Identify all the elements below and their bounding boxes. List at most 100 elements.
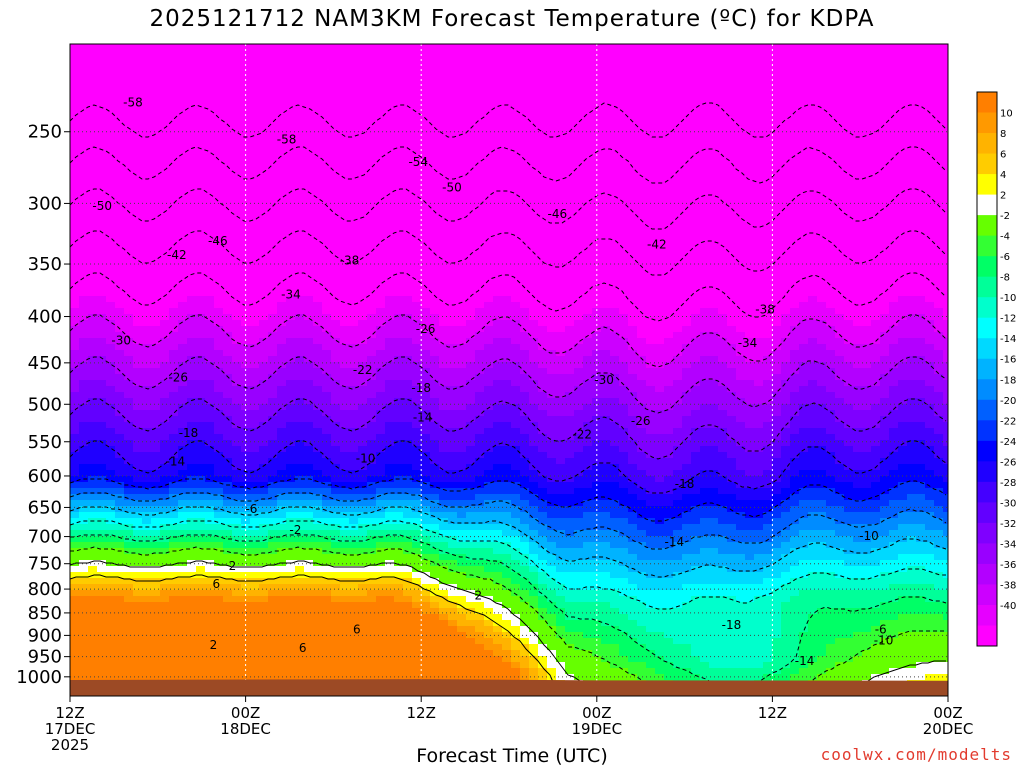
field-cell	[457, 662, 467, 669]
field-cell	[268, 194, 278, 201]
field-cell	[277, 260, 287, 267]
field-cell	[205, 44, 215, 51]
field-cell	[349, 350, 359, 357]
field-cell	[214, 380, 224, 387]
field-cell	[214, 290, 224, 297]
field-cell	[169, 74, 179, 81]
field-cell	[403, 104, 413, 111]
field-cell	[322, 626, 332, 633]
field-cell	[466, 590, 476, 597]
field-cell	[232, 158, 242, 165]
field-cell	[169, 392, 179, 399]
field-cell	[88, 188, 98, 195]
field-cell	[394, 626, 404, 633]
field-cell	[205, 602, 215, 609]
field-cell	[250, 326, 260, 333]
field-cell	[367, 104, 377, 111]
field-cell	[331, 362, 341, 369]
field-cell	[160, 296, 170, 303]
field-cell	[232, 578, 242, 585]
field-cell	[277, 656, 287, 663]
field-cell	[322, 458, 332, 465]
field-cell	[376, 566, 386, 573]
field-cell	[268, 440, 278, 447]
field-cell	[403, 596, 413, 603]
field-cell	[232, 164, 242, 171]
field-cell	[124, 566, 134, 573]
field-cell	[466, 212, 476, 219]
field-cell	[223, 296, 233, 303]
field-cell	[421, 182, 431, 189]
field-cell	[457, 44, 467, 51]
field-cell	[196, 86, 206, 93]
field-cell	[88, 584, 98, 591]
field-cell	[115, 98, 125, 105]
field-cell	[457, 284, 467, 291]
field-cell	[124, 614, 134, 621]
field-cell	[412, 380, 422, 387]
field-cell	[385, 380, 395, 387]
field-cell	[142, 44, 152, 51]
field-cell	[250, 44, 260, 51]
field-cell	[223, 410, 233, 417]
field-cell	[250, 392, 260, 399]
field-cell	[232, 614, 242, 621]
field-cell	[178, 500, 188, 507]
field-cell	[133, 392, 143, 399]
field-cell	[241, 464, 251, 471]
field-cell	[457, 644, 467, 651]
field-cell	[304, 614, 314, 621]
field-cell	[286, 638, 296, 645]
field-cell	[439, 272, 449, 279]
field-cell	[214, 158, 224, 165]
field-cell	[295, 224, 305, 231]
field-cell	[457, 74, 467, 81]
field-cell	[385, 596, 395, 603]
field-cell	[205, 524, 215, 531]
field-cell	[160, 398, 170, 405]
field-cell	[124, 416, 134, 423]
field-cell	[196, 146, 206, 153]
field-cell	[250, 164, 260, 171]
field-cell	[214, 356, 224, 363]
field-cell	[403, 182, 413, 189]
field-cell	[277, 458, 287, 465]
field-cell	[124, 200, 134, 207]
field-cell	[124, 242, 134, 249]
field-cell	[178, 578, 188, 585]
field-cell	[286, 110, 296, 117]
field-cell	[223, 350, 233, 357]
field-cell	[70, 170, 80, 177]
field-cell	[70, 326, 80, 333]
field-cell	[367, 572, 377, 579]
field-cell	[304, 506, 314, 513]
field-cell	[106, 512, 116, 519]
field-cell	[421, 434, 431, 441]
field-cell	[214, 350, 224, 357]
field-cell	[430, 80, 440, 87]
field-cell	[466, 260, 476, 267]
field-cell	[214, 602, 224, 609]
field-cell	[214, 554, 224, 561]
field-cell	[142, 74, 152, 81]
field-cell	[313, 650, 323, 657]
field-cell	[133, 620, 143, 627]
field-cell	[169, 572, 179, 579]
field-cell	[133, 560, 143, 567]
field-cell	[439, 656, 449, 663]
field-cell	[412, 554, 422, 561]
field-cell	[70, 50, 80, 57]
field-cell	[304, 638, 314, 645]
field-cell	[250, 446, 260, 453]
field-cell	[394, 524, 404, 531]
field-cell	[367, 194, 377, 201]
field-cell	[88, 260, 98, 267]
field-cell	[466, 536, 476, 543]
field-cell	[241, 80, 251, 87]
field-cell	[88, 212, 98, 219]
field-cell	[313, 398, 323, 405]
field-cell	[385, 356, 395, 363]
field-cell	[376, 80, 386, 87]
field-cell	[439, 356, 449, 363]
field-cell	[142, 188, 152, 195]
